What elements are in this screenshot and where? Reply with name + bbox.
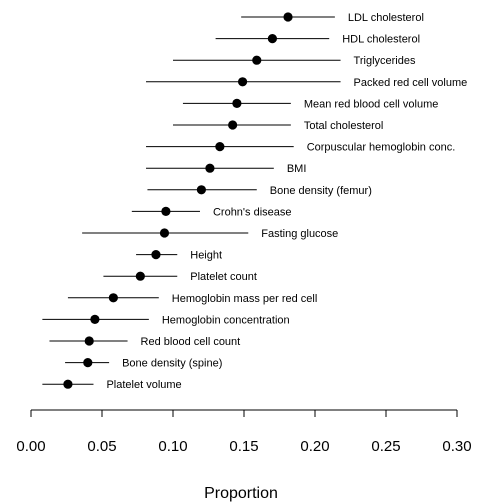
point-row: LDL cholesterol — [241, 12, 424, 24]
x-tick-label: 0.30 — [442, 438, 471, 455]
point-label: HDL cholesterol — [342, 34, 420, 46]
point-label: Platelet volume — [106, 379, 181, 391]
point-label: Bone density (spine) — [122, 358, 222, 370]
point-row: Red blood cell count — [49, 336, 240, 348]
point-label: Bone density (femur) — [270, 185, 372, 197]
point-marker — [84, 336, 94, 346]
x-tick-label: 0.10 — [158, 438, 187, 455]
x-tick-label: 0.05 — [87, 438, 116, 455]
point-label: Red blood cell count — [141, 336, 241, 348]
point-marker — [205, 163, 215, 173]
point-label: Triglycerides — [354, 55, 416, 67]
point-row: Fasting glucose — [82, 228, 338, 240]
point-row: BMI — [146, 163, 306, 175]
point-label: Mean red blood cell volume — [304, 98, 439, 110]
point-label: LDL cholesterol — [348, 12, 424, 24]
point-row: Hemoglobin concentration — [42, 314, 290, 326]
point-marker — [252, 55, 262, 65]
point-label: Hemoglobin concentration — [162, 314, 290, 326]
point-marker — [161, 206, 171, 216]
point-label: Hemoglobin mass per red cell — [172, 293, 318, 305]
point-marker — [232, 98, 242, 108]
x-tick-label: 0.20 — [300, 438, 329, 455]
plot-marks: LDL cholesterol HDL cholesterol Triglyceri… — [42, 12, 467, 391]
point-label: Height — [190, 250, 222, 262]
point-label: Crohn's disease — [213, 206, 292, 218]
point-row: Corpuscular hemoglobin conc. — [146, 142, 455, 154]
point-row: Total cholesterol — [173, 120, 383, 132]
point-row: Platelet volume — [42, 379, 182, 391]
point-marker — [283, 12, 293, 22]
point-row: Packed red cell volume — [146, 77, 467, 89]
point-label: Corpuscular hemoglobin conc. — [307, 142, 456, 154]
point-marker — [267, 34, 277, 44]
x-tick-label: 0.25 — [371, 438, 400, 455]
point-marker — [159, 228, 170, 238]
point-marker — [196, 185, 206, 195]
point-marker — [215, 142, 225, 152]
point-row: Platelet count — [103, 271, 257, 283]
point-marker — [63, 379, 73, 389]
point-label: Platelet count — [190, 271, 257, 283]
point-label: Fasting glucose — [261, 228, 338, 240]
point-row: Mean red blood cell volume — [182, 98, 439, 110]
point-row: Height — [136, 250, 222, 262]
x-axis: 0.00 0.05 0.10 0.15 0.20 0.25 0.30 — [16, 409, 472, 455]
point-marker — [151, 250, 161, 260]
x-tick-label: 0.00 — [16, 438, 45, 455]
point-label: Total cholesterol — [304, 120, 384, 132]
point-marker — [83, 358, 93, 368]
point-row: Bone density (femur) — [147, 185, 372, 197]
x-axis-title: Proportion — [204, 485, 278, 502]
point-row: Bone density (spine) — [65, 358, 222, 370]
point-marker — [135, 271, 145, 281]
point-row: Triglycerides — [173, 55, 416, 67]
point-marker — [237, 77, 248, 87]
point-row: Crohn's disease — [131, 206, 292, 218]
point-marker — [90, 314, 100, 324]
point-marker — [228, 120, 238, 130]
point-label: BMI — [287, 163, 307, 175]
point-row: HDL cholesterol — [215, 34, 420, 46]
point-label: Packed red cell volume — [354, 77, 468, 89]
point-row: Hemoglobin mass per red cell — [67, 293, 318, 305]
point-marker — [108, 293, 118, 303]
x-tick-label: 0.15 — [229, 438, 258, 455]
